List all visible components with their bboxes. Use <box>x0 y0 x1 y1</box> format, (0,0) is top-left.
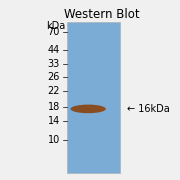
Text: 18: 18 <box>48 102 60 112</box>
Text: ← 16kDa: ← 16kDa <box>127 104 170 114</box>
Text: 26: 26 <box>48 72 60 82</box>
Text: 44: 44 <box>48 45 60 55</box>
Text: 33: 33 <box>48 59 60 69</box>
Text: 22: 22 <box>48 86 60 96</box>
Text: Western Blot: Western Blot <box>64 8 140 21</box>
Text: 10: 10 <box>48 135 60 145</box>
Text: 14: 14 <box>48 116 60 126</box>
Text: kDa: kDa <box>46 21 65 31</box>
Text: 70: 70 <box>48 27 60 37</box>
Ellipse shape <box>71 105 106 113</box>
Bar <box>67 22 120 173</box>
